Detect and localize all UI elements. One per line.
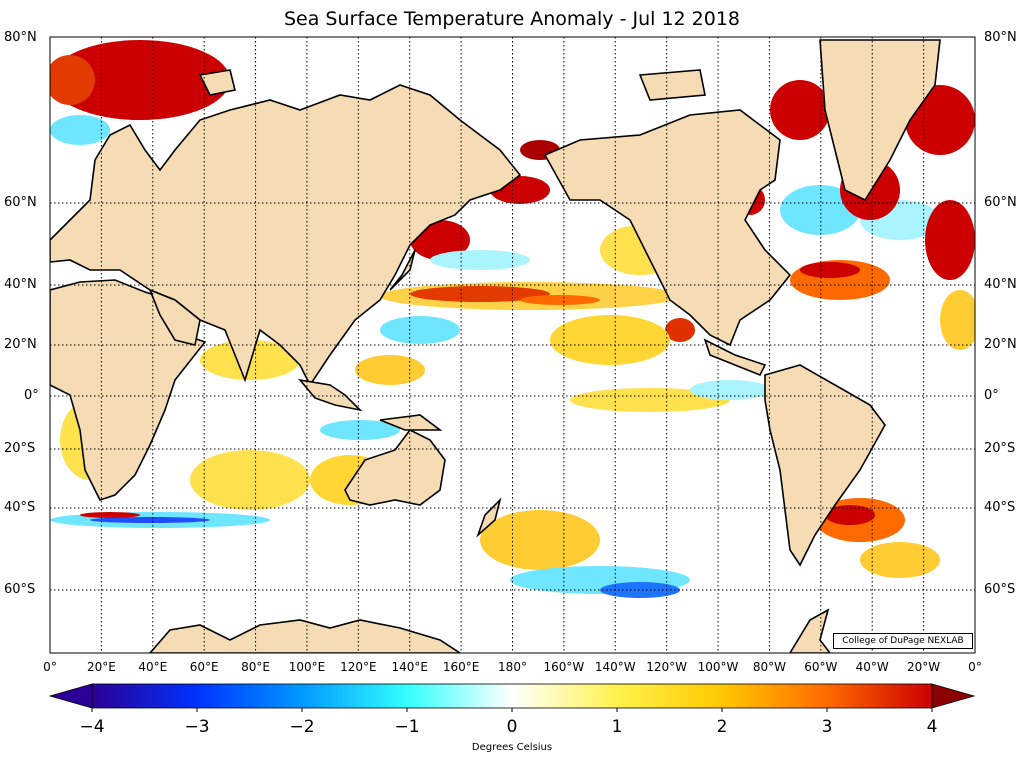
anomaly-patch (50, 40, 230, 120)
lat-label-right: 60°N (984, 195, 1017, 210)
anomaly-patch (380, 316, 460, 344)
lon-label: 80°E (241, 660, 270, 674)
lon-label: 180° (498, 660, 527, 674)
colorbar-tick-label: −3 (184, 717, 210, 737)
lat-label-right: 20°S (984, 441, 1016, 456)
antarctic-peninsula (789, 608, 832, 653)
anomaly-patch (825, 505, 875, 525)
map-title: Sea Surface Temperature Anomaly - Jul 12… (283, 8, 741, 30)
maritime-continent (298, 378, 363, 412)
lat-label-left: 60°N (4, 195, 37, 210)
credit-box: College of DuPage NEXLAB (833, 633, 973, 649)
anomaly-patch (355, 355, 425, 385)
lon-label: 140°W (594, 660, 636, 674)
anomaly-patch (550, 315, 670, 365)
anomaly-patch (570, 388, 730, 412)
lon-label: 140°E (391, 660, 428, 674)
north-america-landmass (543, 109, 792, 347)
anomaly-patch (90, 517, 210, 523)
lon-label: 20°E (86, 660, 116, 674)
africa-landmass (50, 279, 207, 501)
lon-label: 0° (968, 660, 982, 674)
colorbar-tick-label: −1 (394, 717, 420, 737)
lon-label: 20°W (907, 660, 941, 674)
colorbar-min-extend (48, 683, 93, 709)
colorbar-tick-label: −2 (289, 717, 315, 737)
land-masses (50, 39, 941, 653)
lon-label: 40°E (138, 660, 168, 674)
lat-label-left: 60°S (4, 582, 36, 597)
lat-label-right: 40°N (984, 277, 1017, 292)
anomaly-patch (690, 380, 770, 400)
new-zealand-landmass (476, 497, 502, 538)
lat-label-left: 80°N (4, 30, 37, 45)
lat-label-right: 60°S (984, 582, 1016, 597)
anomaly-patch (940, 290, 975, 350)
anomaly-patch (190, 450, 310, 510)
anomaly-patch (925, 200, 975, 280)
arctic-island (638, 69, 706, 101)
lat-label-left: 0° (24, 388, 39, 403)
lon-label: 120°W (646, 660, 688, 674)
anomaly-patch (430, 250, 530, 270)
antarctica-landmass (148, 619, 462, 653)
anomaly-field (50, 40, 975, 598)
anomaly-patch (665, 318, 695, 342)
lat-label-left: 40°S (4, 500, 36, 515)
colorbar (48, 683, 976, 712)
lon-label: 100°W (697, 660, 739, 674)
lat-label-right: 40°S (984, 500, 1016, 515)
lat-label-left: 40°N (4, 277, 37, 292)
lon-label: 60°W (804, 660, 838, 674)
lat-label-right: 20°N (984, 337, 1017, 352)
colorbar-tick-label: −4 (79, 717, 105, 737)
arctic-island (198, 69, 236, 96)
greenland-landmass (819, 39, 941, 202)
anomaly-patch (480, 510, 600, 570)
lon-label: 120°E (340, 660, 377, 674)
lon-label: 160°W (543, 660, 585, 674)
colorbar-tick-label: 4 (926, 717, 938, 737)
central-america-landmass (703, 338, 767, 377)
colorbar-gradient (91, 683, 933, 709)
lon-label: 0° (43, 660, 57, 674)
anomaly-patch (780, 185, 860, 235)
lon-label: 160°E (442, 660, 480, 674)
anomaly-patch (520, 295, 600, 305)
lat-label-right: 0° (984, 388, 999, 403)
graticule (50, 37, 975, 653)
lon-label: 100°E (288, 660, 326, 674)
colorbar-tick-label: 1 (611, 717, 623, 737)
map-frame (49, 36, 976, 654)
colorbar-label: Degrees Celsius (471, 742, 553, 753)
lat-label-right: 80°N (984, 30, 1017, 45)
anomaly-patch (50, 55, 95, 105)
colorbar-tick-label: 3 (821, 717, 833, 737)
anomaly-patch (410, 286, 550, 302)
lon-label: 80°W (752, 660, 787, 674)
anomaly-patch (770, 80, 830, 140)
australia-landmass (344, 428, 446, 506)
south-america-landmass (764, 364, 886, 567)
anomaly-patch (860, 542, 940, 578)
colorbar-tick-label: 0 (506, 717, 518, 737)
lon-label: 60°E (189, 660, 219, 674)
anomaly-patch (800, 262, 860, 278)
colorbar-max-extend (931, 683, 976, 709)
colorbar-tick-marks (91, 708, 933, 712)
lat-label-left: 20°N (4, 337, 37, 352)
lon-label: 40°W (855, 660, 889, 674)
lat-label-left: 20°S (4, 441, 36, 456)
anomaly-patch (50, 115, 110, 145)
colorbar-tick-label: 2 (716, 717, 728, 737)
anomaly-patch (320, 420, 400, 440)
anomaly-patch (600, 582, 680, 598)
anomaly-patch (80, 512, 140, 518)
